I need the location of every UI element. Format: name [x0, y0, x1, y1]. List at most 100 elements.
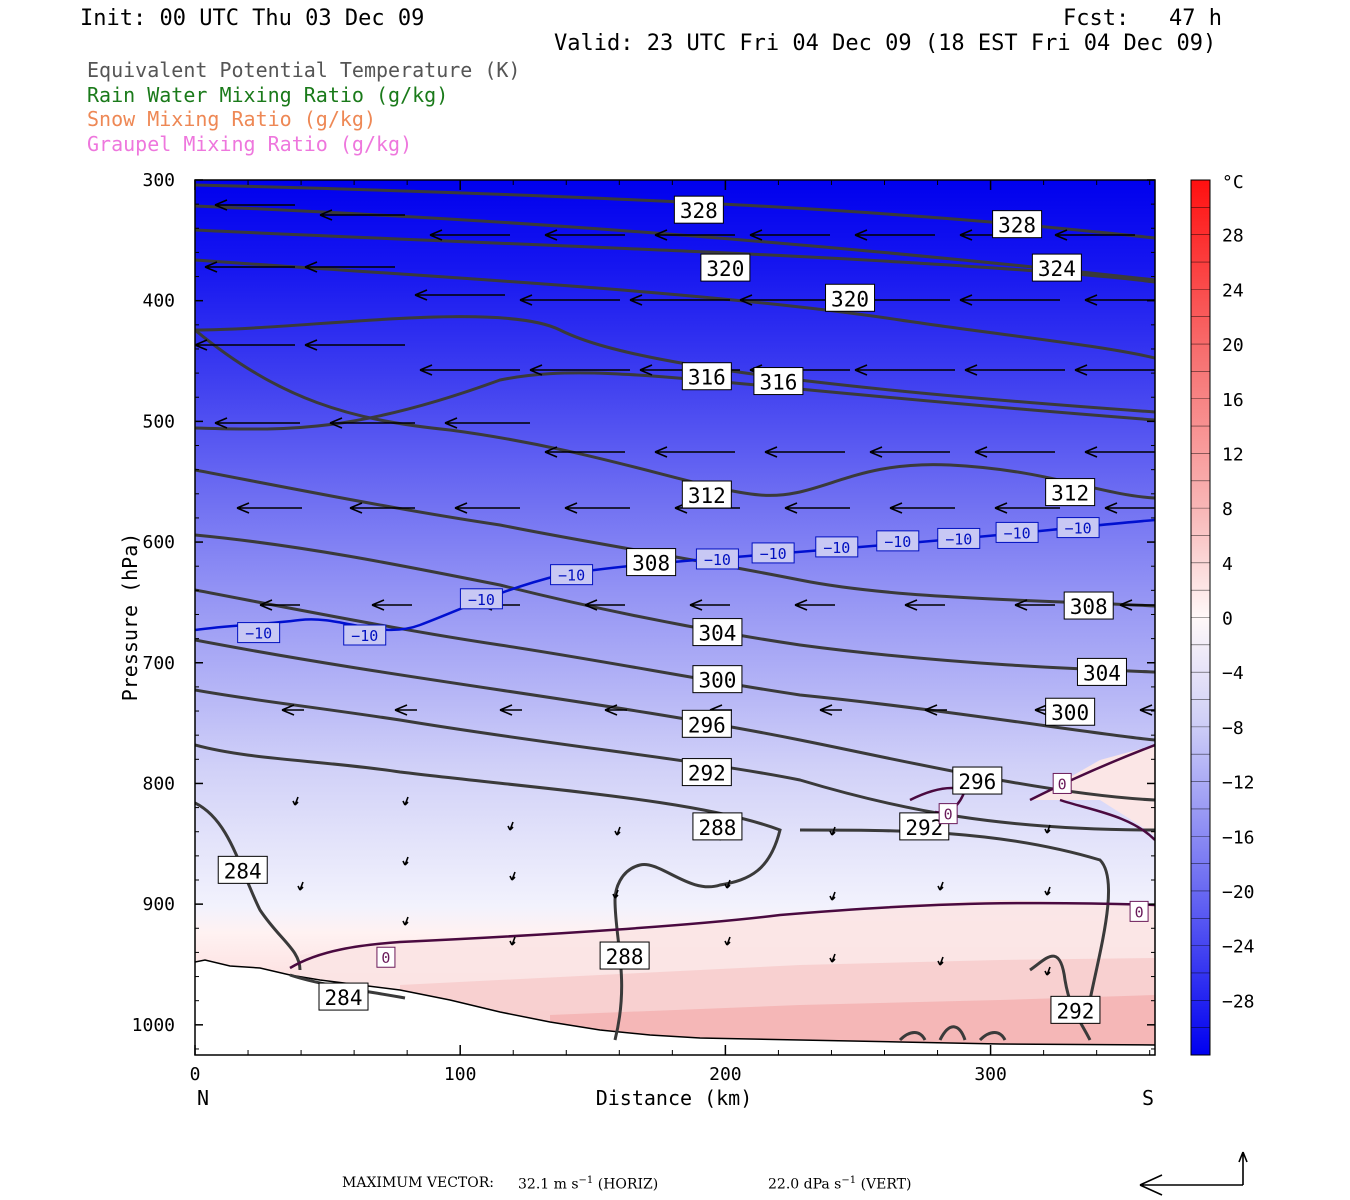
- theta-e-label: 324: [1038, 257, 1076, 281]
- legend-theta-e: Equivalent Potential Temperature (K): [87, 58, 521, 82]
- isotherm-label-box: [459, 588, 503, 610]
- theta-e-label-box: [992, 210, 1043, 239]
- theta-e-label: 296: [958, 770, 996, 794]
- isotherm-label: −10: [245, 625, 272, 643]
- theta-e-label: 284: [325, 986, 363, 1010]
- isotherm-label: −10: [704, 551, 731, 569]
- wind-arrow-small: [509, 936, 516, 946]
- wind-arrow: [924, 704, 947, 716]
- colorbar-tick-label: −24: [1222, 937, 1255, 958]
- theta-e-label: 300: [698, 669, 736, 693]
- isotherm-label-box: [343, 624, 387, 646]
- theta-e-label: 316: [759, 371, 797, 395]
- theta-e-label: 320: [831, 287, 869, 311]
- wind-arrow: [1139, 704, 1155, 716]
- wind-arrow: [584, 599, 625, 611]
- theta-e-label-box: [217, 855, 268, 884]
- wind-arrow: [794, 599, 835, 611]
- isotherm-label: −10: [760, 545, 787, 563]
- isotherm-labels: −10 −10 −10 −10 −10 −10 −10 −10 −10 −10 −10 0 0 0 0: [237, 517, 1149, 968]
- y-tick-label: 500: [142, 411, 175, 432]
- wind-arrow-small: [829, 826, 836, 836]
- wind-arrow: [739, 294, 840, 306]
- x-end-label-north: N: [197, 1086, 209, 1110]
- wind-arrow: [1014, 599, 1055, 611]
- theta-e-label: 308: [632, 552, 670, 576]
- theta-e-label-box: [692, 812, 743, 841]
- isotherm-label: −10: [1065, 520, 1092, 538]
- legend-graupel: Graupel Mixing Ratio (g/kg): [87, 132, 413, 156]
- wind-arrow: [371, 599, 412, 611]
- wind-arrow: [889, 502, 955, 514]
- theta-e-label: 312: [1051, 482, 1089, 506]
- theta-e-label-box: [681, 758, 732, 787]
- wind-arrow: [1119, 599, 1155, 611]
- theta-e-label: 300: [1051, 701, 1089, 725]
- wind-arrow: [819, 704, 842, 716]
- wind-arrow-small: [509, 871, 516, 881]
- wind-arrow-small: [724, 879, 731, 889]
- theta-e-label-box: [1063, 591, 1114, 620]
- x-tick-label: 300: [974, 1064, 1007, 1085]
- theta-e-label: 328: [998, 214, 1036, 238]
- wind-arrow: [1074, 364, 1155, 376]
- wind-arrow: [959, 294, 1060, 306]
- wind-vectors: [195, 199, 1155, 976]
- isotherm-label-box: [550, 564, 594, 586]
- y-axis: 300 400 500 600 700 800 900 1000: [132, 170, 1155, 1050]
- theta-e-label: 316: [688, 366, 726, 390]
- colorbar-tick-label: −4: [1222, 663, 1244, 684]
- isotherm-label: −10: [884, 533, 911, 551]
- isotherm-label: −10: [1004, 524, 1031, 542]
- max-horiz-vector: 32.1 m s−1 (HORIZ): [518, 1175, 659, 1193]
- x-end-label-south: S: [1142, 1086, 1154, 1110]
- wind-arrow: [259, 599, 300, 611]
- wind-arrow: [281, 704, 304, 716]
- x-axis-title: Distance (km): [596, 1086, 753, 1110]
- wind-arrow: [994, 502, 1060, 514]
- colorbar-tick-label: 12: [1222, 444, 1244, 465]
- wind-arrow-small: [402, 916, 409, 926]
- max-vector-label: MAXIMUM VECTOR:: [342, 1175, 494, 1191]
- colorbar-ticks: 28 24 20 16 12 8 4 0 −4 −8 −12 −16 −20 −24 −28: [1222, 226, 1255, 1013]
- theta-e-label-box: [952, 766, 1003, 795]
- colorbar-tick-label: −8: [1222, 718, 1244, 739]
- wind-arrow: [204, 261, 295, 273]
- isotherm-label-box: [1052, 772, 1072, 794]
- wind-arrow: [1054, 229, 1135, 241]
- wind-arrow: [236, 502, 302, 514]
- colorbar-tick-label: 28: [1222, 226, 1244, 247]
- colorbar-tick-label: 16: [1222, 390, 1244, 411]
- isotherm-label-box: [937, 527, 981, 549]
- y-axis-title: Pressure (hPa): [118, 533, 142, 702]
- theta-e-label-box: [692, 618, 743, 647]
- wind-arrow-small: [937, 956, 944, 966]
- colorbar-tick-label: −12: [1222, 773, 1255, 794]
- colorbar-tick-label: −16: [1222, 827, 1255, 848]
- wind-arrow: [519, 294, 620, 306]
- valid-time: Valid: 23 UTC Fri 04 Dec 09 (18 EST Fri …: [554, 31, 1217, 56]
- theta-e-label: 292: [1056, 999, 1094, 1023]
- isotherm-label-box: [876, 530, 920, 552]
- isotherm-label-box: [695, 548, 739, 570]
- isotherm-label-box: [938, 803, 958, 825]
- isotherm-label-box: [815, 536, 859, 558]
- y-tick-label: 1000: [132, 1015, 175, 1036]
- wind-arrow-small: [614, 826, 621, 836]
- theta-e-label-box: [753, 367, 804, 396]
- wind-arrow: [784, 502, 850, 514]
- theta-e-label-box: [681, 480, 732, 509]
- wind-arrow: [349, 502, 415, 514]
- colorbar-unit: °C: [1222, 172, 1244, 193]
- wind-arrow: [604, 704, 627, 716]
- wind-arrow: [854, 229, 935, 241]
- wind-arrow: [429, 229, 510, 241]
- colorbar-tick-label: 0: [1222, 609, 1233, 630]
- isotherm-label-box: [1129, 900, 1149, 922]
- y-tick-label: 400: [142, 291, 175, 312]
- wind-arrow: [319, 209, 405, 221]
- wind-arrow-small: [829, 953, 836, 963]
- theta-e-label-box: [1050, 995, 1101, 1024]
- isotherm-label: −10: [558, 567, 585, 585]
